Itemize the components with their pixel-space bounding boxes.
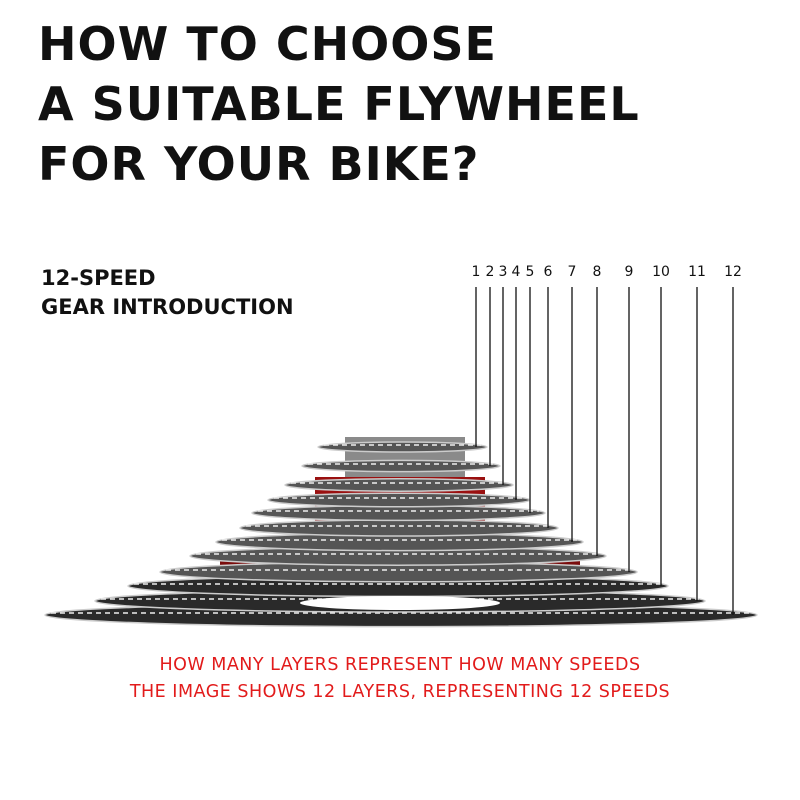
gear-label-7: 7 <box>567 264 577 280</box>
title-line-1: HOW TO CHOOSE <box>38 17 497 71</box>
title-line-3: FOR YOUR BIKE? <box>38 137 480 191</box>
gear-layer-1 <box>317 441 488 453</box>
gear-layer-6 <box>239 519 559 537</box>
gear-label-12: 12 <box>724 264 742 280</box>
gear-label-2: 2 <box>485 264 495 280</box>
caption-line-1: HOW MANY LAYERS REPRESENT HOW MANY SPEED… <box>159 655 641 675</box>
gear-label-9: 9 <box>624 264 634 280</box>
subtitle-line-2: GEAR INTRODUCTION <box>41 295 294 319</box>
subtitle-line-1: 12-SPEED <box>41 266 156 290</box>
gear-label-1: 1 <box>471 264 481 280</box>
gear-layer-2 <box>301 459 501 473</box>
gear-label-4: 4 <box>511 264 521 280</box>
gear-layer-3 <box>284 478 514 492</box>
gear-label-6: 6 <box>543 264 553 280</box>
page-title: HOW TO CHOOSE A SUITABLE FLYWHEEL FOR YO… <box>38 14 640 194</box>
gear-label-11: 11 <box>688 264 706 280</box>
gear-layer-5 <box>251 504 546 522</box>
title-line-2: A SUITABLE FLYWHEEL <box>38 77 640 131</box>
gear-layer-4 <box>267 492 531 508</box>
section-subtitle: 12-SPEED GEAR INTRODUCTION <box>41 264 294 322</box>
gear-label-8: 8 <box>592 264 602 280</box>
caption-line-2: THE IMAGE SHOWS 12 LAYERS, REPRESENTING … <box>129 682 671 702</box>
gear-label-5: 5 <box>525 264 535 280</box>
cassette-opening <box>300 596 500 610</box>
gear-label-3: 3 <box>498 264 508 280</box>
gear-label-10: 10 <box>652 264 670 280</box>
